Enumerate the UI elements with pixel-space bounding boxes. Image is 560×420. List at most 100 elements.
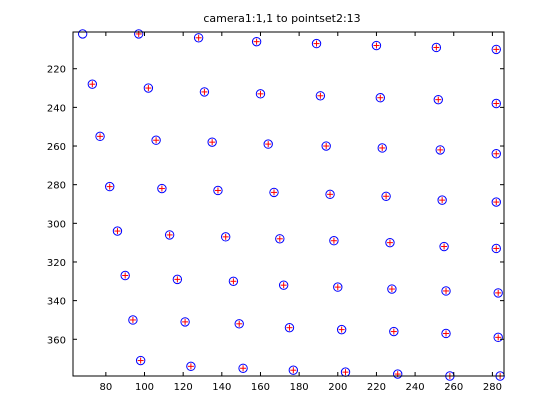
data-point-circle: [143, 83, 154, 93]
data-point-plus: [89, 81, 96, 88]
data-point-plus: [137, 357, 144, 364]
data-point-circle: [164, 230, 175, 240]
data-point-plus: [379, 144, 386, 151]
data-point-plus: [276, 235, 283, 242]
data-point-circle: [269, 187, 279, 198]
data-point-circle: [371, 40, 382, 51]
data-point-circle: [431, 42, 442, 53]
data-point-circle: [213, 185, 223, 196]
data-point-plus: [122, 272, 129, 279]
data-point-circle: [375, 93, 386, 103]
x-tick-label: 240: [406, 382, 425, 393]
data-point-plus: [201, 88, 208, 95]
data-point-circle: [441, 286, 451, 296]
data-point-plus: [493, 150, 500, 157]
data-point-plus: [443, 287, 450, 294]
data-point-plus: [286, 324, 293, 331]
data-point-plus: [209, 139, 216, 146]
data-point-circle: [193, 33, 204, 43]
data-point-plus: [129, 316, 136, 323]
data-point-circle: [336, 324, 347, 335]
data-point-circle: [263, 139, 273, 149]
data-point-circle: [172, 274, 183, 285]
data-point-circle: [433, 94, 443, 105]
data-point-plus: [145, 85, 152, 92]
data-point-plus: [338, 326, 345, 333]
data-point-plus: [493, 245, 500, 252]
data-point-plus: [334, 284, 341, 291]
x-tick-label: 160: [251, 382, 270, 393]
data-point-circle: [120, 270, 130, 281]
data-point-plus: [257, 90, 264, 97]
data-point-plus: [230, 278, 237, 285]
data-point-circle: [333, 282, 343, 292]
data-point-circle: [437, 195, 447, 205]
data-point-circle: [199, 87, 210, 97]
data-point-circle: [228, 276, 239, 287]
y-tick-label: 340: [47, 297, 66, 308]
data-point-plus: [388, 286, 395, 293]
data-point-plus: [313, 40, 320, 47]
data-point-plus: [280, 282, 287, 289]
data-point-plus: [383, 193, 390, 200]
data-point-plus: [182, 318, 189, 325]
data-point-circle: [377, 143, 387, 153]
data-point-circle: [321, 141, 331, 151]
x-tick-label: 220: [367, 382, 386, 393]
y-tick-label: 240: [47, 103, 66, 114]
data-point-circle: [435, 145, 445, 155]
y-tick-label: 280: [47, 181, 66, 192]
data-point-plus: [330, 237, 337, 244]
data-point-circle: [381, 191, 391, 201]
data-point-circle: [238, 363, 248, 373]
data-point-circle: [220, 232, 231, 242]
data-point-circle: [234, 319, 244, 329]
data-point-plus: [158, 185, 165, 192]
data-point-circle: [275, 234, 285, 244]
y-tick-label: 220: [47, 65, 66, 76]
data-point-circle: [128, 315, 138, 325]
x-tick-label: 180: [290, 382, 309, 393]
data-point-plus: [290, 367, 297, 374]
data-point-circle: [87, 79, 98, 89]
chart-title: camera1:1,1 to pointset2:13: [203, 12, 360, 25]
data-point-circle: [387, 284, 397, 294]
x-tick-label: 120: [174, 382, 193, 393]
data-point-plus: [323, 143, 330, 150]
data-point-circle: [134, 29, 144, 39]
data-point-plus: [214, 187, 221, 194]
data-point-plus: [443, 330, 450, 337]
data-point-circle: [491, 243, 501, 254]
data-point-plus: [493, 199, 500, 206]
data-point-plus: [222, 233, 229, 240]
x-tick-label: 280: [483, 382, 502, 393]
data-point-circle: [491, 197, 501, 207]
x-tick-label: 80: [99, 382, 112, 393]
data-point-circle: [207, 137, 217, 147]
data-point-plus: [441, 243, 448, 250]
x-tick-label: 200: [328, 382, 347, 393]
data-point-plus: [390, 328, 397, 335]
data-point-circle: [392, 369, 403, 379]
data-point-circle: [325, 189, 335, 200]
data-point-plus: [166, 231, 173, 238]
data-point-plus: [317, 92, 324, 99]
data-point-circle: [385, 237, 395, 248]
data-point-circle: [112, 226, 123, 236]
data-point-circle: [315, 91, 326, 101]
data-point-plus: [342, 369, 349, 376]
data-point-plus: [495, 289, 502, 296]
data-point-plus: [373, 42, 380, 49]
data-point-plus: [195, 34, 202, 41]
data-point-circle: [186, 361, 196, 372]
data-point-plus: [433, 44, 440, 51]
data-point-plus: [174, 276, 181, 283]
data-point-plus: [386, 239, 393, 246]
x-tick-label: 100: [135, 382, 154, 393]
y-axis: 220 240 260 280 300 320 340 360: [47, 65, 504, 346]
data-point-plus: [106, 183, 113, 190]
x-tick-label: 260: [444, 382, 463, 393]
data-point-plus: [114, 228, 121, 235]
x-tick-label: 140: [212, 382, 231, 393]
